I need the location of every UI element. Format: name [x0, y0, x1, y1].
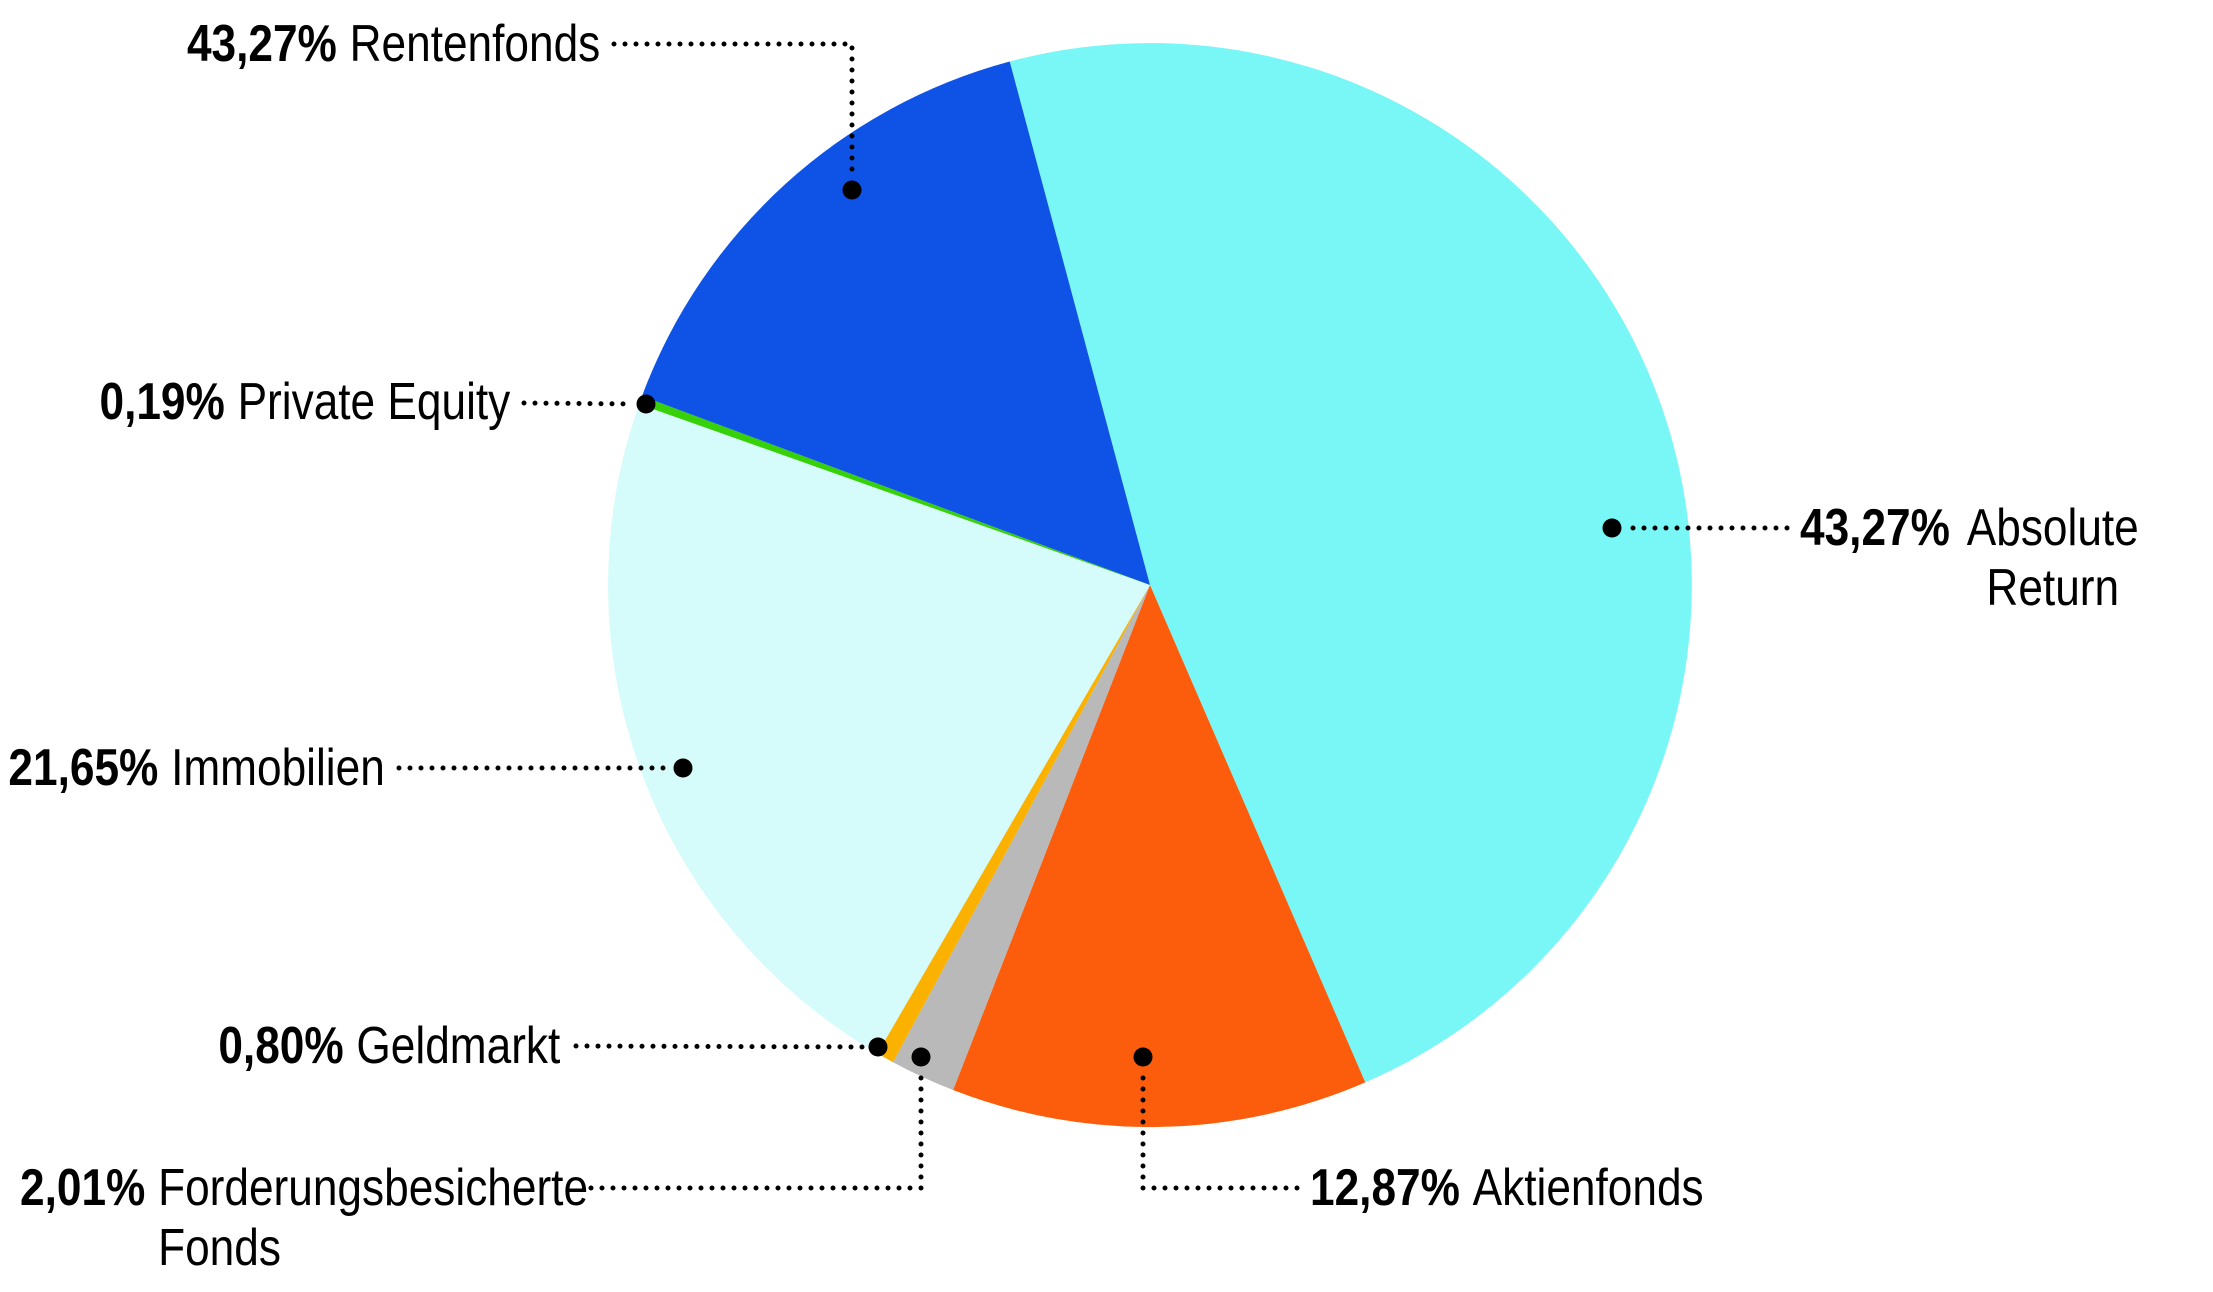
callout-name-rentenfonds: Rentenfonds — [349, 15, 600, 73]
leader-dot-absolute-return — [1602, 518, 1622, 538]
leader-line-rentenfonds — [611, 41, 855, 179]
callout-value-immobilien: 21,65% — [8, 739, 159, 797]
pie-slice-private-equity — [639, 396, 1150, 585]
callout-value-absolute-return: 43,27% — [1800, 499, 1950, 557]
leader-dot-immobilien — [673, 758, 693, 778]
pie-slice-absolute-return — [1009, 43, 1692, 1083]
leader-dot-geldmarkt — [868, 1037, 888, 1057]
callout-rentenfonds: 43,27% Rentenfonds — [187, 14, 600, 74]
callout-forderungsbesicherte-fonds: 2,01% Forderungsbesicherte Fonds — [20, 1158, 592, 1278]
pie-slices — [608, 43, 1692, 1128]
callout-value-private-equity: 0,19% — [99, 373, 225, 431]
callout-value-geldmarkt: 0,80% — [218, 1017, 344, 1075]
leader-dot-forderungsbesicherte-fonds — [911, 1047, 931, 1067]
pie-slice-geldmarkt — [877, 585, 1150, 1063]
callout-absolute-return: 43,27% Absolute Return — [1800, 498, 2143, 618]
callout-aktienfonds: 12,87% Aktienfonds — [1310, 1158, 1704, 1218]
callout-name-immobilien: Immobilien — [171, 739, 385, 797]
callout-leader-lines — [396, 41, 1790, 1191]
leader-line-private-equity — [521, 400, 636, 407]
callout-immobilien: 21,65% Immobilien — [9, 738, 385, 798]
callout-value-rentenfonds: 43,27% — [186, 15, 337, 73]
pie-slice-rentenfonds — [642, 61, 1150, 585]
leader-line-aktienfonds — [1140, 1067, 1300, 1191]
leader-dot-private-equity — [636, 394, 656, 414]
callout-private-equity: 0,19% Private Equity — [99, 372, 510, 432]
leader-dot-rentenfonds — [842, 180, 862, 200]
callout-name-private-equity: Private Equity — [237, 373, 510, 431]
callout-geldmarkt: 0,80% Geldmarkt — [218, 1016, 560, 1076]
leader-line-geldmarkt — [573, 1043, 867, 1050]
leader-line-forderungsbesicherte-fonds — [588, 1067, 924, 1191]
leader-dot-aktienfonds — [1133, 1047, 1153, 1067]
pie-slice-forderungsbesicherte-fonds — [893, 585, 1150, 1090]
pie-slice-aktienfonds — [953, 585, 1366, 1128]
callout-name-geldmarkt: Geldmarkt — [356, 1017, 560, 1075]
callout-value-forderungsbesicherte-fonds: 2,01% — [20, 1159, 146, 1217]
callout-name-forderungsbesicherte-fonds: Forderungsbesicherte Fonds — [158, 1159, 589, 1277]
pie-slice-immobilien — [608, 404, 1150, 1054]
callout-value-aktienfonds: 12,87% — [1310, 1159, 1460, 1217]
callout-name-absolute-return: Absolute Return — [1966, 499, 2139, 617]
callout-name-aktienfonds: Aktienfonds — [1472, 1159, 1704, 1217]
